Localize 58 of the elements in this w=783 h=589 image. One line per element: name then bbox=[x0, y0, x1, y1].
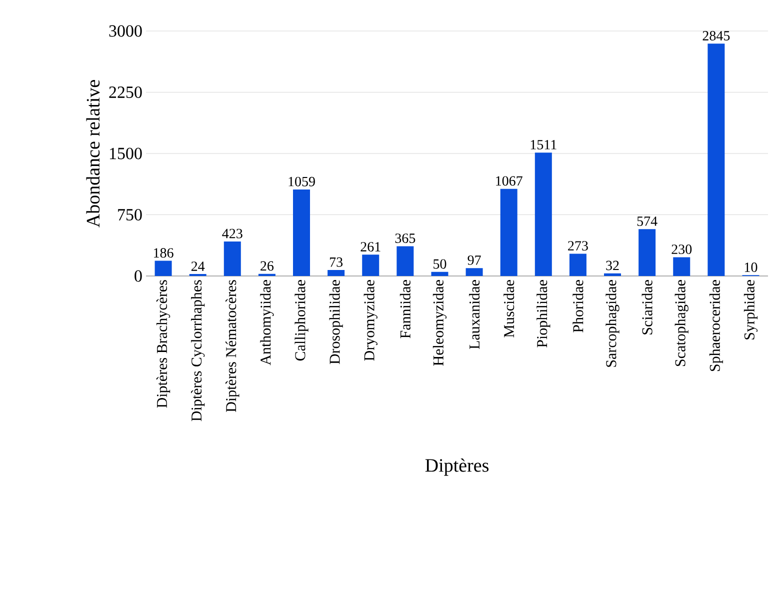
bar bbox=[708, 44, 725, 276]
data-label: 273 bbox=[568, 241, 588, 251]
data-label: 186 bbox=[154, 248, 174, 258]
data-label: 97 bbox=[468, 255, 481, 265]
bar bbox=[431, 272, 448, 276]
bar bbox=[638, 229, 656, 276]
y-tick-label: 0 bbox=[134, 270, 142, 282]
data-label: 10 bbox=[744, 262, 758, 272]
bar bbox=[466, 268, 483, 276]
x-tick-label: Diptères Nématocères bbox=[226, 280, 240, 412]
x-tick-label: Scatophagidae bbox=[674, 280, 688, 366]
bar bbox=[569, 254, 586, 276]
y-axis-title: Abondance relative bbox=[86, 80, 100, 228]
data-label: 423 bbox=[222, 228, 242, 238]
x-tick-label: Sciaridae bbox=[642, 280, 652, 334]
x-tick-label: Heleomyzidae bbox=[432, 280, 447, 366]
x-tick-label: Sphaeroceridae bbox=[709, 280, 723, 371]
data-label: 32 bbox=[606, 260, 619, 270]
x-tick-label: Sarcophagidae bbox=[606, 280, 620, 367]
x-tick-label: Anthomyiidae bbox=[260, 280, 274, 366]
data-label: 2845 bbox=[702, 31, 730, 40]
y-tick-label: 750 bbox=[118, 209, 142, 220]
x-axis-title: Diptères bbox=[425, 458, 489, 476]
bar bbox=[604, 273, 622, 276]
bar bbox=[673, 257, 690, 276]
y-tick-label: 1500 bbox=[110, 148, 142, 160]
data-label: 365 bbox=[395, 234, 416, 243]
x-tick-label: Calliphoridae bbox=[294, 280, 308, 361]
bar bbox=[500, 188, 518, 276]
bar bbox=[224, 241, 241, 276]
y-tick-label: 2250 bbox=[109, 86, 142, 98]
x-tick-label: Fanniidae bbox=[400, 280, 410, 338]
x-tick-label: Diptères Brachycères bbox=[156, 280, 170, 408]
data-label: 26 bbox=[260, 261, 274, 271]
bar bbox=[362, 254, 380, 276]
bar bbox=[328, 270, 345, 276]
x-tick-label: Dryomyzidae bbox=[364, 280, 378, 361]
data-label: 1511 bbox=[530, 140, 556, 150]
data-label: 1059 bbox=[288, 176, 315, 186]
x-tick-label: Muscidae bbox=[504, 280, 514, 338]
data-label: 73 bbox=[330, 257, 343, 267]
x-tick-label: Drosophilidae bbox=[329, 280, 343, 364]
bar bbox=[396, 246, 414, 276]
bar bbox=[534, 152, 552, 276]
data-label: 230 bbox=[672, 244, 692, 254]
bar bbox=[293, 190, 310, 276]
x-tick-label: Phoridae bbox=[572, 280, 584, 332]
y-tick-label: 3000 bbox=[109, 25, 142, 37]
x-tick-label: Diptères Cyclorrhaphes bbox=[191, 280, 205, 422]
data-label: 50 bbox=[434, 259, 446, 269]
data-label: 261 bbox=[360, 242, 380, 252]
data-label: 24 bbox=[191, 262, 205, 271]
bar bbox=[154, 260, 172, 276]
data-label: 574 bbox=[637, 216, 658, 226]
data-label: 1067 bbox=[496, 176, 522, 186]
x-tick-label: Lauxanidae bbox=[469, 280, 480, 350]
x-tick-label: Syrphidae bbox=[744, 280, 758, 340]
x-tick-label: Piophilidae bbox=[536, 280, 550, 348]
